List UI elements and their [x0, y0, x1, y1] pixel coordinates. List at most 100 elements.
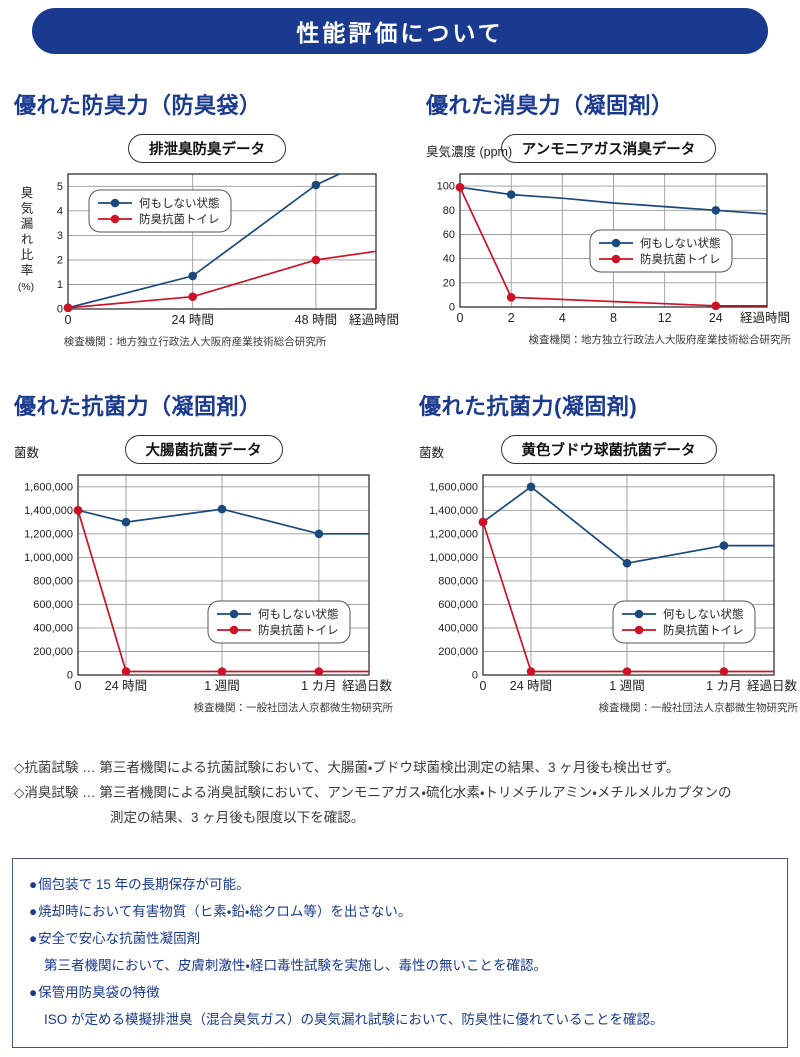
note-line-text: ◇抗菌試験 … 第三者機関による抗菌試験において、大腸菌・ブドウ球菌検出測定の結… [14, 760, 680, 775]
x-tick-label: 24 時間 [510, 679, 552, 693]
chart-caption: 検査機関：一般社団法人京都微生物研究所 [193, 702, 394, 714]
info-line: ●保管用防臭袋の特徴 [29, 979, 771, 1006]
chart-plot: 0 200,000 400,000 600,000 800,000 1,000,000 1,… [24, 474, 392, 693]
legend-label: 何もしない状態 [139, 196, 220, 210]
data-point [311, 180, 321, 190]
info-line-text: ISO が定める模擬排泄臭（混合臭気ガス）の臭気漏れ試験において、防臭性に優れて… [44, 1012, 664, 1027]
x-tick-label: 0 [75, 679, 82, 693]
section-heading: 優れた抗菌力（凝固剤） [14, 394, 262, 419]
legend-label: 防臭抗菌トイレ [640, 252, 721, 266]
y-tick-label: 40 [443, 253, 455, 265]
page-title: 性能評価について [296, 20, 504, 46]
legend-label: 防臭抗菌トイレ [139, 212, 220, 226]
chart-caption: 検査機関：地方独立行政法人大阪府産業技術総合研究所 [63, 336, 327, 348]
data-point [526, 667, 536, 676]
charts-row-2: 優れた抗菌力（凝固剤） 菌数 大腸菌抗菌データ 0 200,000 400,000 600… [12, 389, 798, 715]
bullet-icon: ● [29, 877, 38, 892]
charts-row-1: 優れた防臭力（防臭袋） 排泄臭防臭データ 臭気漏れ比率 (%) 0 1 2 3 4 5 0 24 時… [12, 88, 791, 349]
y-tick-label: 60 [443, 229, 455, 241]
x-tick-label: 24 時間 [105, 679, 147, 693]
data-point [719, 541, 729, 550]
chart-caption: 検査機関：一般社団法人京都微生物研究所 [598, 702, 799, 714]
y-tick-label: 1,400,000 [24, 505, 73, 517]
legend-marker-icon [110, 198, 120, 208]
chart-title-badge: 大腸菌抗菌データ [124, 435, 283, 464]
x-tick-label: 0 [65, 313, 72, 327]
legend-box [589, 229, 733, 273]
section-heading: 優れた消臭力（凝固剤） [426, 93, 674, 118]
note-line: 測定の結果、3 ヶ月後も限度以下を確認。 [14, 805, 786, 830]
data-point [188, 271, 197, 281]
y-tick-label: 1,000,000 [24, 552, 73, 564]
bullet-icon: ● [29, 904, 38, 919]
chart-caption: 検査機関：地方独立行政法人大阪府産業技術総合研究所 [528, 334, 792, 346]
note-line-text: 測定の結果、3 ヶ月後も限度以下を確認。 [110, 810, 365, 825]
data-point [188, 292, 197, 301]
y-tick-label: 100 [437, 181, 455, 193]
data-point [506, 190, 516, 199]
data-point [311, 255, 321, 265]
info-line-text: 第三者機関において、皮膚刺激性・経口毒性試験を実施し、毒性の無いことを確認。 [44, 958, 548, 973]
plot-border [482, 474, 775, 676]
y-axis-unit: 菌数 [14, 446, 40, 460]
legend-marker-icon [110, 214, 120, 224]
data-point [478, 517, 488, 527]
y-axis-unit: 臭気濃度 (ppm) [426, 145, 513, 159]
y-tick-label: 1,200,000 [24, 528, 73, 540]
plot-border [67, 173, 377, 310]
y-tick-label: 2 [57, 254, 63, 266]
chart-ammonia-gas: 臭気濃度 (ppm) アンモニアガス消臭データ 0 20 40 60 80 100 0 2 4 8 12… [426, 134, 791, 347]
note-line: ◇抗菌試験 … 第三者機関による抗菌試験において、大腸菌・ブドウ球菌検出測定の結… [14, 755, 786, 780]
plot-border [77, 474, 370, 676]
x-tick-label: 1 カ月 [706, 679, 741, 693]
y-tick-label: 1,200,000 [429, 528, 478, 540]
y-axis-unit: 菌数 [419, 446, 445, 460]
x-tick-label: 12 [658, 311, 672, 325]
y-tick-label: 0 [57, 304, 63, 316]
legend-box [612, 600, 756, 644]
x-tick-label: 2 [508, 311, 515, 325]
chart-body: 0 20 40 60 80 100 0 2 4 8 12 24 経過時間 何もしない状態 防臭抗菌トイレ [426, 166, 791, 329]
chart-header: 排泄臭防臭データ [14, 134, 400, 164]
x-axis-label: 経過時間 [740, 311, 790, 325]
y-tick-label: 4 [57, 205, 63, 217]
data-point [622, 667, 632, 676]
data-point [711, 301, 721, 311]
legend-marker-icon [611, 254, 621, 264]
bullet-icon: ● [29, 985, 38, 1000]
legend-marker-icon [634, 609, 644, 619]
page-title-banner: 性能評価について [32, 8, 768, 54]
chart-header: 菌数 黄色ブドウ球菌抗菌データ [419, 435, 798, 465]
section-heading: 優れた抗菌力(凝固剤) [419, 394, 638, 419]
y-tick-label: 3 [57, 230, 63, 242]
legend-label: 何もしない状態 [640, 236, 721, 250]
legend-label: 何もしない状態 [258, 607, 339, 621]
chart-plot: 0 200,000 400,000 600,000 800,000 1,000,000 1,… [429, 474, 797, 693]
chart-e-coli: 菌数 大腸菌抗菌データ 0 200,000 400,000 600,000 800,000 1… [14, 435, 393, 715]
info-line-text: 焼却時において有害物質（ヒ素・鉛・総クロム等）を出さない。 [38, 904, 412, 919]
plot-border [459, 173, 768, 308]
section-antibacterial-staph: 優れた抗菌力(凝固剤) 菌数 黄色ブドウ球菌抗菌データ 0 200,000 400,00… [419, 389, 798, 715]
test-notes: ◇抗菌試験 … 第三者機関による抗菌試験において、大腸菌・ブドウ球菌検出測定の結… [12, 755, 788, 830]
x-tick-label: 1 カ月 [301, 679, 336, 693]
y-tick-label: 20 [443, 277, 455, 289]
info-line: ●個包装で 15 年の長期保存が可能。 [29, 871, 771, 898]
legend-marker-icon [634, 625, 644, 635]
y-tick-label: 80 [443, 205, 455, 217]
info-line: ●焼却時において有害物質（ヒ素・鉛・総クロム等）を出さない。 [29, 898, 771, 925]
x-tick-label: 8 [610, 311, 617, 325]
chart-title-badge: 黄色ブドウ球菌抗菌データ [500, 435, 717, 464]
chart-excretion-odor: 排泄臭防臭データ 臭気漏れ比率 (%) 0 1 2 3 4 5 0 24 時間 48 時間 経過時間 何も… [14, 134, 400, 349]
y-tick-label: 0 [67, 670, 73, 682]
note-line: ◇消臭試験 … 第三者機関による消臭試験において、アンモニアガス・硫化水素・トリ… [14, 780, 786, 805]
chart-title-badge: 排泄臭防臭データ [128, 134, 286, 163]
y-tick-label: 200,000 [438, 646, 478, 658]
y-tick-label: 0 [472, 670, 478, 682]
section-deodorizing-coagulant: 優れた消臭力（凝固剤） 臭気濃度 (ppm) アンモニアガス消臭データ 0 20 40 6… [426, 88, 791, 349]
section-heading: 優れた防臭力（防臭袋） [14, 93, 262, 118]
legend-marker-icon [229, 609, 239, 619]
bullet-icon: ● [29, 931, 38, 946]
series-line [68, 174, 342, 309]
chart-header: 菌数 大腸菌抗菌データ [14, 435, 393, 465]
x-tick-label: 48 時間 [295, 313, 337, 327]
